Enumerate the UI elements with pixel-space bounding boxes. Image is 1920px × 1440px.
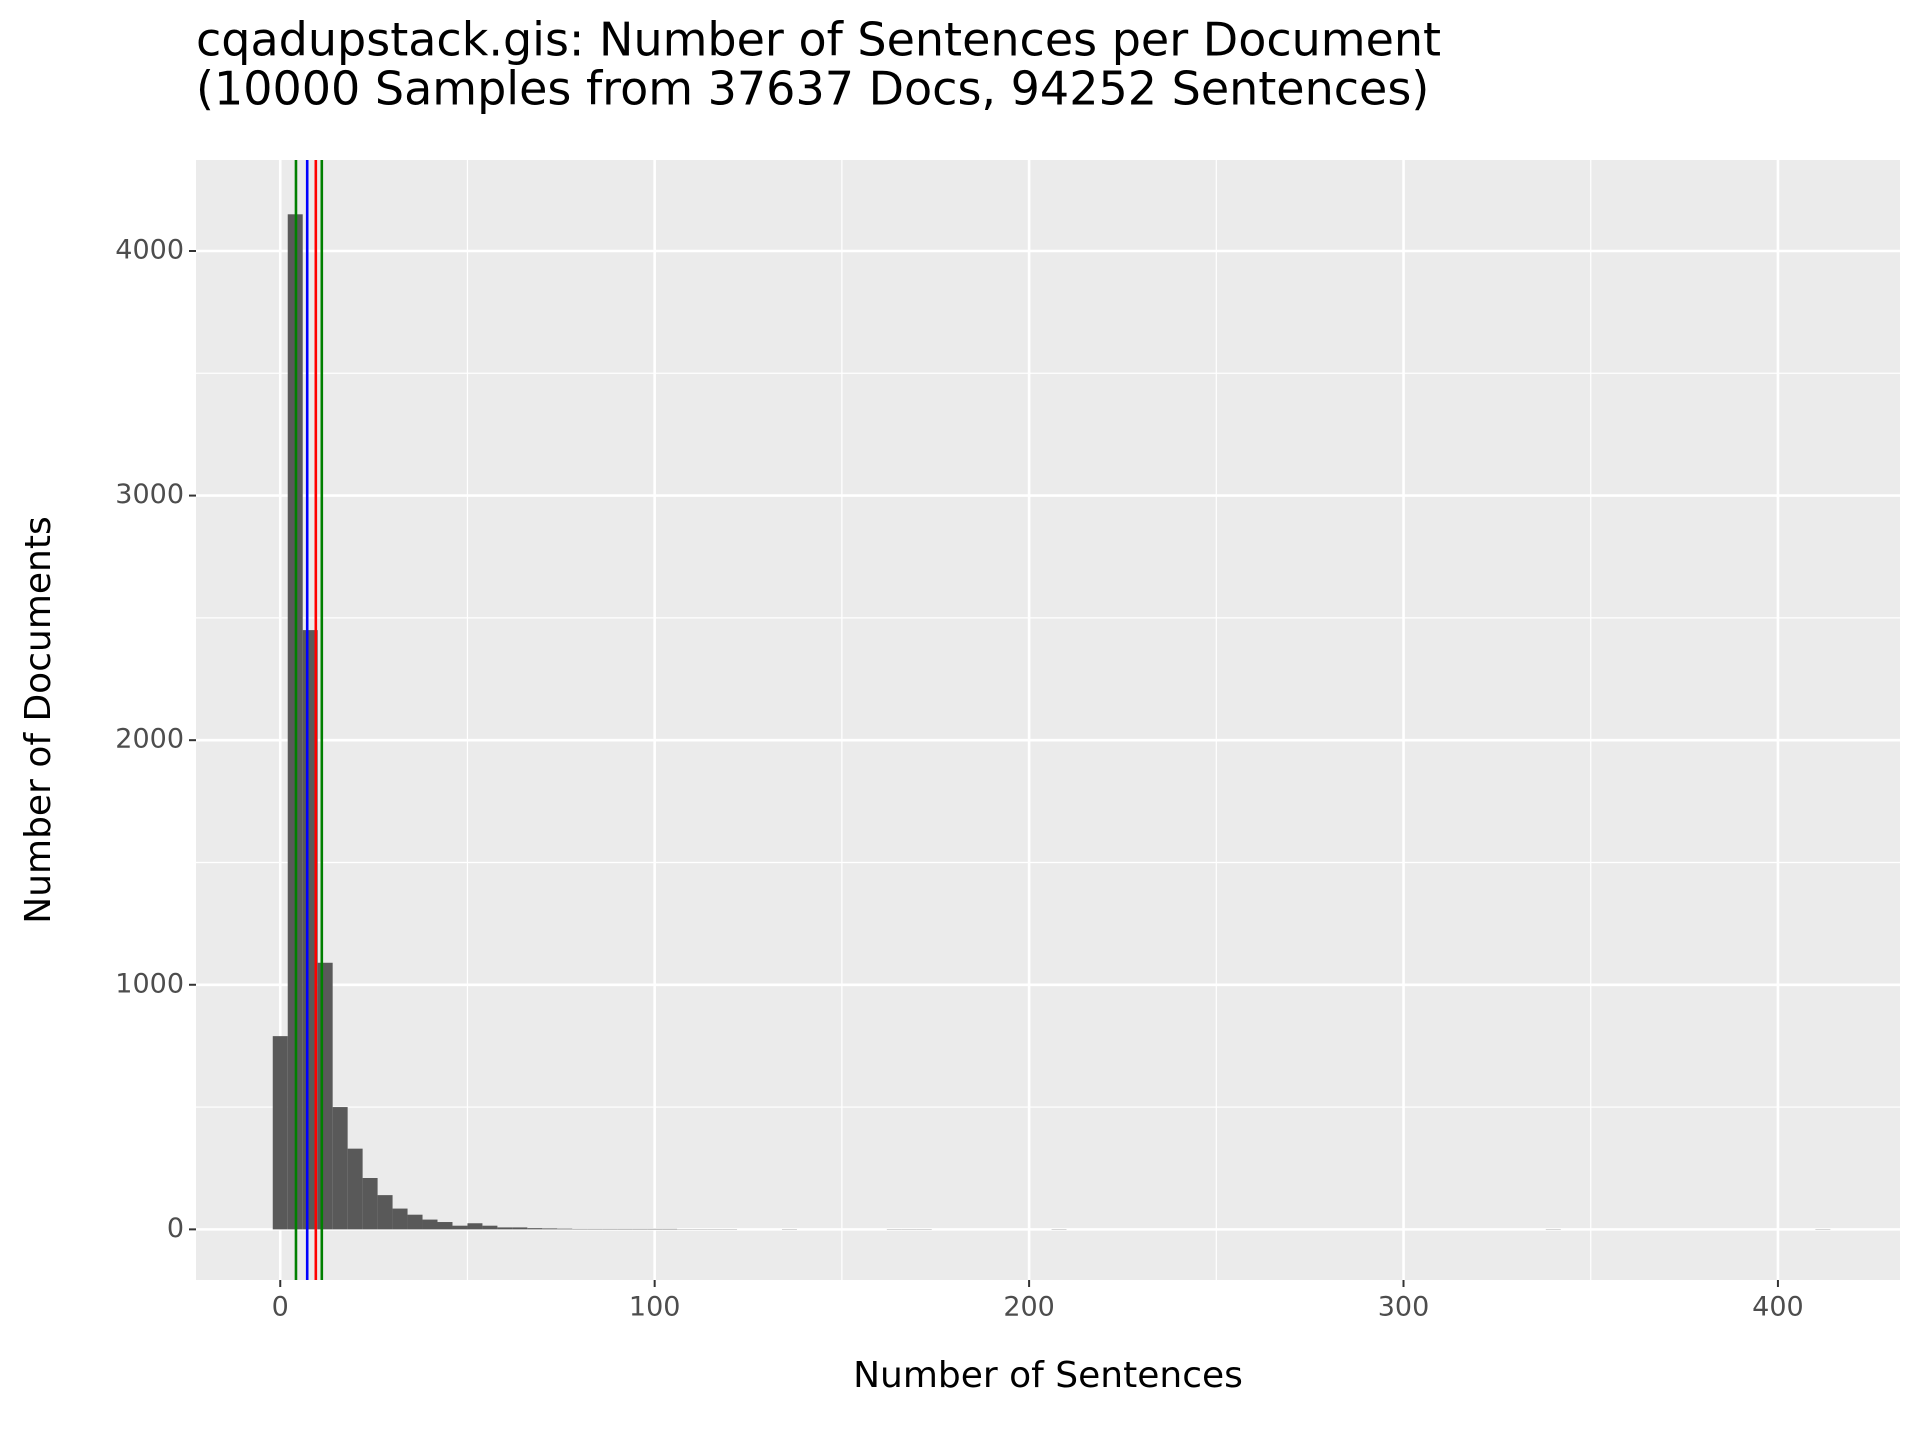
bar xyxy=(482,1225,498,1230)
x-tick-label: 100 xyxy=(629,1292,681,1323)
chart-subtitle: (10000 Samples from 37637 Docs, 94252 Se… xyxy=(196,62,1429,116)
bar xyxy=(512,1227,528,1230)
bar xyxy=(272,1036,288,1230)
x-tick-label: 0 xyxy=(272,1292,289,1323)
bar xyxy=(497,1227,513,1230)
bar xyxy=(392,1208,408,1230)
x-tick-label: 400 xyxy=(1752,1292,1804,1323)
bar xyxy=(407,1214,423,1230)
y-tick-label: 3000 xyxy=(115,479,184,510)
bar xyxy=(542,1228,558,1230)
bar xyxy=(362,1178,378,1230)
y-tick-label: 2000 xyxy=(115,724,184,755)
bar xyxy=(467,1223,483,1230)
bar xyxy=(332,1107,348,1230)
bar xyxy=(347,1148,363,1230)
bar xyxy=(422,1219,438,1230)
x-tick-label: 300 xyxy=(1378,1292,1430,1323)
x-axis-title: Number of Sentences xyxy=(853,1355,1243,1396)
bar xyxy=(527,1228,543,1230)
y-tick-label: 4000 xyxy=(115,234,184,265)
y-axis-title: Number of Documents xyxy=(18,516,59,923)
y-tick-label: 1000 xyxy=(115,968,184,999)
plot-panel xyxy=(196,160,1900,1280)
bar xyxy=(377,1195,393,1230)
bar xyxy=(317,962,333,1230)
bar xyxy=(557,1228,573,1230)
chart-title: cqadupstack.gis: Number of Sentences per… xyxy=(196,13,1441,67)
bar xyxy=(452,1225,468,1230)
bar xyxy=(437,1222,453,1230)
y-tick-label: 0 xyxy=(167,1213,184,1244)
x-tick-label: 200 xyxy=(1003,1292,1055,1323)
